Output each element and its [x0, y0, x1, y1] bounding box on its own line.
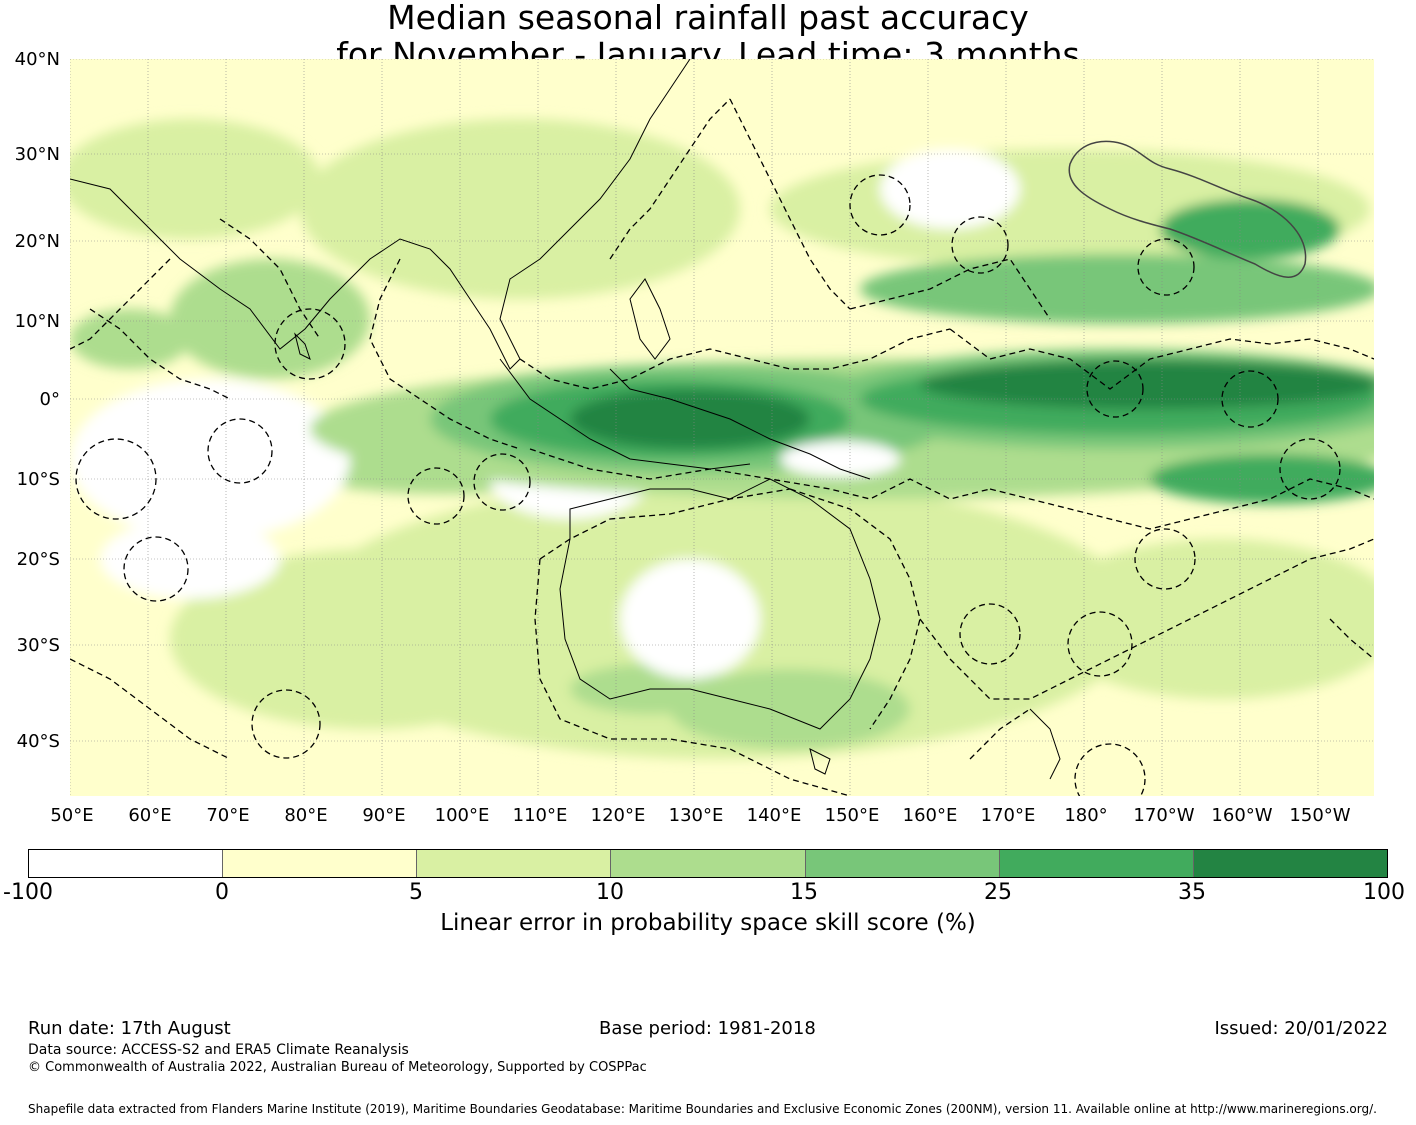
copyright: © Commonwealth of Australia 2022, Austra… [28, 1060, 647, 1075]
colorbar-tick: 5 [409, 880, 423, 905]
colorbar-segment [29, 850, 224, 877]
colorbar-tick: 100 [1363, 880, 1405, 905]
data-source: Data source: ACCESS-S2 and ERA5 Climate … [28, 1042, 409, 1058]
lat-label-20n: 20°N [14, 231, 60, 252]
lat-label-10n: 10°N [14, 311, 60, 332]
colorbar [28, 849, 1388, 878]
lat-label-30n: 30°N [14, 144, 60, 165]
colorbar-tick: 25 [984, 880, 1012, 905]
colorbar-segment [611, 850, 806, 877]
eez-boundaries [70, 98, 1374, 796]
colorbar-label: Linear error in probability space skill … [440, 910, 976, 936]
colorbar-segment [417, 850, 612, 877]
lon-label-160e: 160°E [902, 805, 958, 826]
lon-label-60e: 60°E [128, 805, 172, 826]
lon-label-180: 180° [1064, 805, 1108, 826]
lat-label-20s: 20°S [16, 549, 60, 570]
skill-score-map [70, 59, 1374, 796]
lat-label-0: 0° [39, 389, 60, 410]
colorbar-segment [805, 850, 1000, 877]
lon-label-90e: 90°E [362, 805, 406, 826]
hawaii-boundary-outline [1068, 140, 1307, 278]
shapefile-credit: Shapefile data extracted from Flanders M… [28, 1102, 1377, 1116]
colorbar-segment [1193, 850, 1387, 877]
colorbar-segment [999, 850, 1194, 877]
colorbar-tick: 10 [596, 880, 624, 905]
lon-label-160w: 160°W [1211, 805, 1273, 826]
lon-label-130e: 130°E [668, 805, 724, 826]
lon-label-170e: 170°E [980, 805, 1036, 826]
lat-label-40n: 40°N [14, 49, 60, 70]
lon-label-150e: 150°E [824, 805, 880, 826]
colorbar-tick: 0 [215, 880, 229, 905]
lat-label-40s: 40°S [16, 731, 60, 752]
skill-field [70, 119, 1374, 759]
lat-label-10s: 10°S [16, 469, 60, 490]
colorbar-tick: 35 [1178, 880, 1206, 905]
colorbar-tick: 15 [790, 880, 818, 905]
colorbar-segment [223, 850, 418, 877]
run-date: Run date: 17th August [28, 1018, 231, 1039]
coastlines [70, 59, 1061, 780]
lon-label-80e: 80°E [284, 805, 328, 826]
lon-label-170w: 170°W [1133, 805, 1195, 826]
lon-label-100e: 100°E [434, 805, 490, 826]
map-title-line1: Median seasonal rainfall past accuracy [387, 0, 1029, 37]
lon-label-70e: 70°E [206, 805, 250, 826]
lon-label-140e: 140°E [746, 805, 802, 826]
base-period: Base period: 1981-2018 [599, 1018, 816, 1039]
lon-label-110e: 110°E [512, 805, 568, 826]
colorbar-tick: -100 [3, 880, 53, 905]
issued-date: Issued: 20/01/2022 [1214, 1018, 1388, 1039]
lon-label-150w: 150°W [1289, 805, 1351, 826]
lat-label-30s: 30°S [16, 635, 60, 656]
lon-label-120e: 120°E [590, 805, 646, 826]
lon-label-50e: 50°E [50, 805, 94, 826]
